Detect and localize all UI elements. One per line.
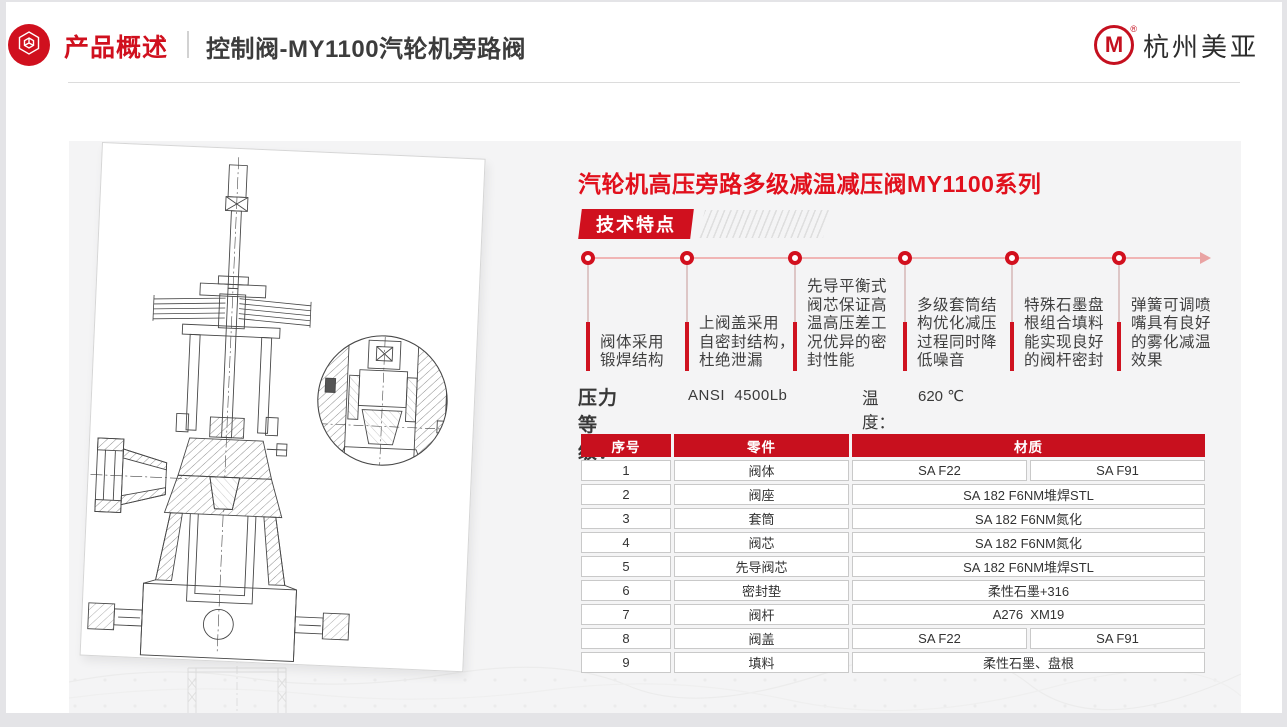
cell-part: 密封垫 <box>674 580 849 601</box>
pressure-value: ANSI 4500Lb <box>688 387 788 404</box>
features-banner: 技术特点 <box>578 209 694 239</box>
feature-accent-bar <box>685 322 689 371</box>
materials-table: 序号 零件 材质 1 阀体 SA F22 SA F91 2 阀座 SA 182 F6NM堆焊… <box>578 431 1208 676</box>
feature-item: 先导平衡式 阀芯保证高 温高压差工 况优异的密 封性能 <box>807 278 888 370</box>
cell-part: 填料 <box>674 652 849 673</box>
timeline-stem <box>1118 265 1120 322</box>
cell-material: SA 182 F6NM堆焊STL <box>852 556 1205 577</box>
temperature-value: 620 ℃ <box>918 388 965 405</box>
table-row: 8 阀盖 SA F22 SA F91 <box>581 628 1205 649</box>
cell-no: 7 <box>581 604 671 625</box>
cell-material: 柔性石墨、盘根 <box>852 652 1205 673</box>
timeline-arrow-icon <box>1200 252 1211 264</box>
cell-no: 4 <box>581 532 671 553</box>
table-row: 3 套筒 SA 182 F6NM氮化 <box>581 508 1205 529</box>
cell-material: SA 182 F6NM氮化 <box>852 532 1205 553</box>
timeline-dot <box>581 251 595 265</box>
temperature-label: 温度： <box>862 390 895 432</box>
cell-part: 阀盖 <box>674 628 849 649</box>
header-underline <box>68 82 1240 83</box>
column-header-material: 材质 <box>852 434 1205 457</box>
table-row: 9 填料 柔性石墨、盘根 <box>581 652 1205 673</box>
feature-accent-bar <box>1117 322 1121 371</box>
cell-material: SA F91 <box>1030 460 1205 481</box>
cell-part: 阀杆 <box>674 604 849 625</box>
cell-no: 3 <box>581 508 671 529</box>
feature-item: 阀体采用 锻焊结构 <box>600 333 665 370</box>
timeline-dot <box>680 251 694 265</box>
cell-part: 阀体 <box>674 460 849 481</box>
column-header-no: 序号 <box>581 434 671 457</box>
feature-item: 多级套筒结 构优化减压 过程同时降 低噪音 <box>917 296 998 370</box>
column-header-part: 零件 <box>674 434 849 457</box>
timeline-line <box>588 257 1202 259</box>
cell-part: 阀座 <box>674 484 849 505</box>
features-banner-label: 技术特点 <box>596 215 676 235</box>
timeline-stem <box>686 265 688 322</box>
timeline-stem <box>587 265 589 322</box>
cell-material: SA F22 <box>852 460 1027 481</box>
timeline-stem <box>794 265 796 322</box>
cell-no: 2 <box>581 484 671 505</box>
table-row: 6 密封垫 柔性石墨+316 <box>581 580 1205 601</box>
feature-item: 弹簧可调喷 嘴具有良好 的雾化减温 效果 <box>1131 296 1212 370</box>
timeline-dot <box>788 251 802 265</box>
hexagon-cube-icon <box>16 30 42 61</box>
cell-no: 9 <box>581 652 671 673</box>
page-title: 控制阀-MY1100汽轮机旁路阀 <box>206 36 527 63</box>
company-logo: M ® 杭州美亚 <box>1094 24 1260 65</box>
cell-no: 8 <box>581 628 671 649</box>
company-name: 杭州美亚 <box>1143 31 1260 62</box>
presentation-slide: 产品概述 控制阀-MY1100汽轮机旁路阀 M ® 杭州美亚 <box>6 2 1282 713</box>
table-row: 4 阀芯 SA 182 F6NM氮化 <box>581 532 1205 553</box>
table-row: 2 阀座 SA 182 F6NM堆焊STL <box>581 484 1205 505</box>
feature-item: 上阀盖采用 自密封结构， 杜绝泄漏 <box>699 315 796 370</box>
feature-accent-bar <box>793 322 797 371</box>
feature-accent-bar <box>1010 322 1014 371</box>
timeline-dot <box>1005 251 1019 265</box>
feature-accent-bar <box>903 322 907 371</box>
table-row: 1 阀体 SA F22 SA F91 <box>581 460 1205 481</box>
valve-technical-drawing <box>87 157 450 662</box>
logo-letter: M <box>1104 32 1124 57</box>
feature-item: 特殊石墨盘 根组合填料 能实现良好 的阀杆密封 <box>1024 296 1105 370</box>
table-row: 5 先导阀芯 SA 182 F6NM堆焊STL <box>581 556 1205 577</box>
cell-part: 套筒 <box>674 508 849 529</box>
product-title: 汽轮机高压旁路多级减温减压阀MY1100系列 <box>578 171 1042 197</box>
timeline-dot <box>898 251 912 265</box>
table-header-row: 序号 零件 材质 <box>581 434 1205 457</box>
banner-hatch-decoration <box>698 210 830 238</box>
cell-material: SA F22 <box>852 628 1027 649</box>
header-divider <box>187 31 189 58</box>
cell-material: A276 XM19 <box>852 604 1205 625</box>
section-label: 产品概述 <box>64 34 169 62</box>
cell-no: 5 <box>581 556 671 577</box>
table-row: 7 阀杆 A276 XM19 <box>581 604 1205 625</box>
timeline-stem <box>1011 265 1013 322</box>
cell-material: SA 182 F6NM堆焊STL <box>852 484 1205 505</box>
cell-part: 阀芯 <box>674 532 849 553</box>
cell-material: SA F91 <box>1030 628 1205 649</box>
registered-mark: ® <box>1130 24 1137 34</box>
timeline-dot <box>1112 251 1126 265</box>
section-badge <box>8 24 50 66</box>
valve-drawing-card <box>79 142 486 673</box>
cell-part: 先导阀芯 <box>674 556 849 577</box>
materials-table-body: 1 阀体 SA F22 SA F91 2 阀座 SA 182 F6NM堆焊STL 3 套筒 SA … <box>581 460 1205 673</box>
timeline-stem <box>904 265 906 322</box>
m-circle-icon: M ® <box>1094 24 1137 65</box>
cell-material: 柔性石墨+316 <box>852 580 1205 601</box>
feature-accent-bar <box>586 322 590 371</box>
cell-material: SA 182 F6NM氮化 <box>852 508 1205 529</box>
cell-no: 1 <box>581 460 671 481</box>
cell-no: 6 <box>581 580 671 601</box>
